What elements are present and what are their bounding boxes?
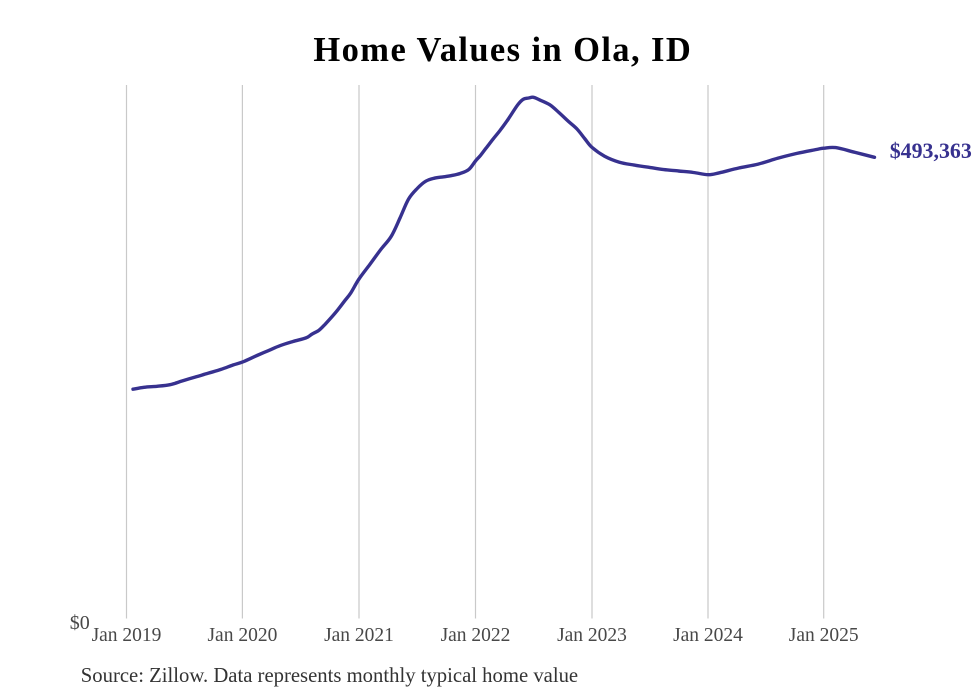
svg-text:$493,363: $493,363 [890, 138, 972, 163]
svg-text:$0: $0 [70, 612, 90, 634]
svg-text:Jan 2023: Jan 2023 [557, 625, 627, 646]
svg-text:Source: Zillow. Data represent: Source: Zillow. Data represents monthly … [81, 665, 578, 687]
svg-text:Jan 2022: Jan 2022 [441, 625, 511, 646]
svg-text:Jan 2021: Jan 2021 [324, 625, 394, 646]
svg-text:Jan 2020: Jan 2020 [207, 625, 277, 646]
svg-text:Jan 2025: Jan 2025 [789, 625, 859, 646]
svg-text:Jan 2024: Jan 2024 [673, 625, 743, 646]
svg-text:Home Values in Ola, ID: Home Values in Ola, ID [313, 31, 692, 69]
svg-text:Jan 2019: Jan 2019 [92, 625, 162, 646]
